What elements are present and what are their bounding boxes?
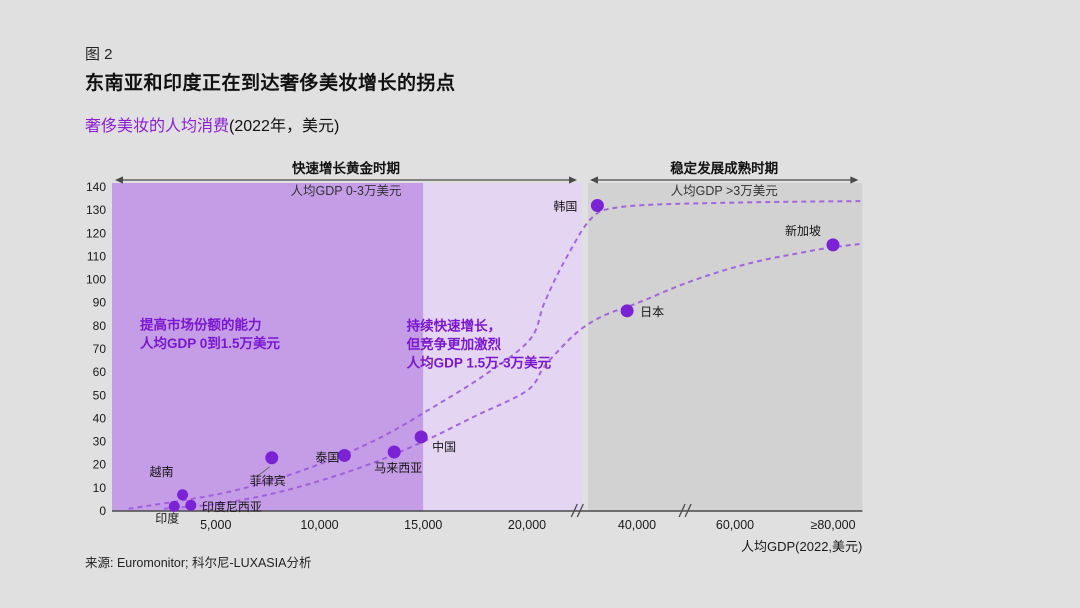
zone-over-30k bbox=[588, 183, 863, 511]
label-japan: 日本 bbox=[640, 305, 664, 319]
label-philippines: 菲律宾 bbox=[250, 473, 286, 488]
y-tick-label: 80 bbox=[93, 319, 107, 333]
y-tick-label: 20 bbox=[93, 458, 107, 472]
leader-philippines bbox=[256, 466, 271, 478]
axis-break-2 bbox=[684, 503, 692, 518]
anno-share-gain-line-2: 人均GDP 0到1.5万美元 bbox=[140, 335, 281, 351]
subtitle-metric: 奢侈美妆的人均消费 bbox=[85, 118, 230, 135]
anno-fast-growth-line-3: 人均GDP 1.5万-3万美元 bbox=[407, 354, 552, 370]
phase-rapid-growth-arrowhead-right bbox=[569, 176, 577, 184]
figure-title: 东南亚和印度正在到达奢侈美妆增长的拐点 bbox=[85, 73, 456, 94]
label-vietnam: 越南 bbox=[150, 464, 174, 479]
y-tick-label: 70 bbox=[93, 342, 107, 356]
curve-early-adopter bbox=[128, 200, 863, 510]
label-south-korea: 韩国 bbox=[553, 199, 577, 214]
label-thailand: 泰国 bbox=[315, 450, 339, 464]
dot-vietnam bbox=[177, 489, 189, 501]
y-tick-label: 0 bbox=[99, 504, 106, 518]
dot-indonesia bbox=[185, 499, 197, 511]
y-tick-label: 110 bbox=[87, 249, 106, 263]
y-tick-label: 10 bbox=[93, 481, 107, 495]
dot-india bbox=[168, 500, 180, 512]
y-tick-label: 50 bbox=[93, 388, 107, 402]
x-tick-label: ≥80,000 bbox=[810, 518, 855, 532]
source-note: 来源: Euromonitor; 科尔尼-LUXASIA分析 bbox=[85, 556, 312, 570]
phase-mature-label: 稳定发展成熟时期 bbox=[670, 160, 778, 176]
zone-15-30k bbox=[423, 183, 582, 511]
label-singapore: 新加坡 bbox=[785, 223, 821, 238]
phase-mature-sublabel: 人均GDP >3万美元 bbox=[671, 184, 778, 198]
dot-china bbox=[414, 430, 428, 444]
phase-mature-arrowhead-right bbox=[850, 176, 859, 184]
axis-break-2 bbox=[678, 503, 686, 518]
y-tick-label: 30 bbox=[93, 435, 107, 449]
x-tick-label: 10,000 bbox=[300, 518, 338, 532]
x-tick-label: 20,000 bbox=[508, 518, 546, 532]
anno-fast-growth-line-2: 但竞争更加激烈 bbox=[406, 336, 502, 352]
y-tick-label: 120 bbox=[86, 226, 106, 240]
axis-break-1 bbox=[570, 503, 578, 518]
figure-subtitle: 奢侈美妆的人均消费(2022年，美元) bbox=[85, 112, 339, 136]
dot-philippines bbox=[265, 451, 279, 465]
dot-malaysia bbox=[387, 445, 401, 459]
dot-japan bbox=[620, 304, 634, 318]
x-tick-label: 60,000 bbox=[716, 518, 754, 532]
y-tick-label: 140 bbox=[86, 180, 106, 194]
label-indonesia: 印度尼西亚 bbox=[202, 499, 262, 514]
label-india: 印度 bbox=[155, 510, 179, 525]
phase-rapid-growth-sublabel: 人均GDP 0-3万美元 bbox=[291, 184, 402, 198]
anno-fast-growth-line-1: 持续快速增长， bbox=[407, 317, 502, 333]
x-tick-label: 40,000 bbox=[618, 518, 656, 532]
phase-rapid-growth-label: 快速增长黄金时期 bbox=[292, 160, 400, 176]
phase-mature-arrowhead-left bbox=[590, 176, 598, 184]
y-tick-label: 100 bbox=[86, 273, 106, 287]
dot-south-korea bbox=[590, 199, 604, 213]
dot-singapore bbox=[826, 238, 840, 252]
subtitle-units: (2022年，美元) bbox=[229, 118, 340, 135]
dot-thailand bbox=[337, 448, 351, 462]
y-tick-label: 40 bbox=[93, 411, 107, 425]
label-china: 中国 bbox=[432, 439, 456, 454]
x-tick-label: 5,000 bbox=[200, 518, 231, 532]
curve-late-adopter bbox=[163, 242, 863, 510]
x-tick-label: 15,000 bbox=[404, 518, 442, 532]
y-tick-label: 90 bbox=[93, 296, 107, 310]
figure-label: 图 2 bbox=[85, 46, 113, 63]
anno-share-gain-line-1: 提高市场份额的能力 bbox=[140, 316, 262, 332]
y-tick-label: 60 bbox=[93, 365, 107, 379]
y-tick-label: 130 bbox=[86, 203, 106, 217]
axis-break-1 bbox=[576, 503, 584, 518]
phase-rapid-growth-arrowhead-left bbox=[115, 176, 123, 184]
x-axis-title: 人均GDP(2022,美元) bbox=[741, 539, 862, 554]
label-malaysia: 马来西亚 bbox=[374, 461, 422, 475]
